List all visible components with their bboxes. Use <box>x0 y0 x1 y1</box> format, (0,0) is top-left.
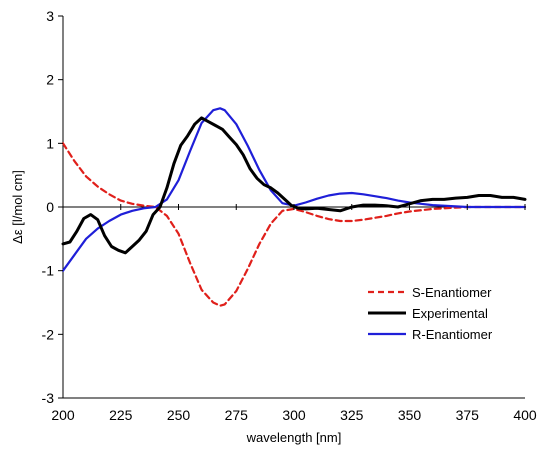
y-tick-label: -3 <box>42 390 55 406</box>
x-tick-label: 350 <box>398 407 422 423</box>
x-tick-label: 325 <box>340 407 364 423</box>
y-tick-label: -2 <box>42 326 55 342</box>
y-tick-label: 3 <box>46 8 54 24</box>
y-tick-label: 0 <box>46 199 54 215</box>
legend-label-s-enantiomer: S-Enantiomer <box>412 285 492 300</box>
legend-label-r-enantiomer: R-Enantiomer <box>412 327 493 342</box>
y-axis-label: Δε [l/mol cm] <box>10 170 25 244</box>
x-axis-label: wavelength [nm] <box>246 430 342 445</box>
y-tick-label: -1 <box>42 263 55 279</box>
x-tick-label: 200 <box>51 407 75 423</box>
series-line-s-enantiomer <box>61 142 527 307</box>
x-tick-label: 275 <box>225 407 249 423</box>
x-tick-label: 250 <box>167 407 191 423</box>
x-tick-label: 300 <box>282 407 306 423</box>
legend: S-Enantiomer Experimental R-Enantiomer <box>368 285 493 342</box>
x-tick-label: 400 <box>513 407 537 423</box>
series-line-experimental <box>61 116 527 255</box>
y-tick-label: 2 <box>46 72 54 88</box>
x-tick-label: 375 <box>456 407 480 423</box>
y-tick-label: 1 <box>46 135 54 151</box>
x-tick-label: 225 <box>109 407 133 423</box>
legend-label-experimental: Experimental <box>412 306 488 321</box>
